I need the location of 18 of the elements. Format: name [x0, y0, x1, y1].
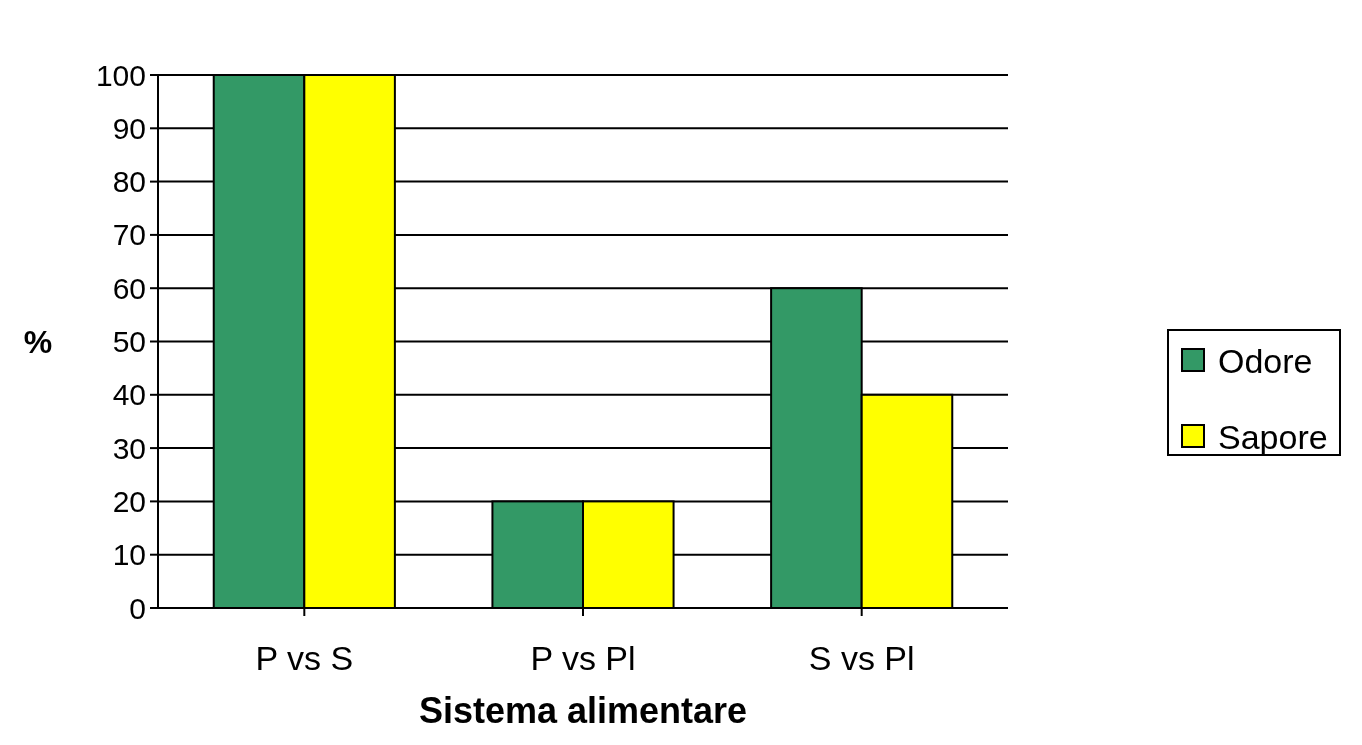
y-tick-label: 100 — [95, 58, 146, 92]
x-axis-title: Sistema alimentare — [418, 689, 748, 731]
y-tick-label: 80 — [112, 165, 146, 199]
y-tick-label: 50 — [112, 325, 146, 358]
y-tick-label: 10 — [112, 538, 146, 572]
y-tick-label: 90 — [112, 111, 146, 145]
x-tick-label: P vs S — [255, 639, 354, 677]
y-tick-label: 20 — [112, 484, 146, 518]
y-tick-label: 60 — [112, 271, 146, 305]
y-tick-label: 40 — [112, 378, 146, 412]
y-tick-label: 0 — [129, 591, 146, 625]
legend-label: Sapore — [1218, 418, 1328, 456]
y-tick-label: 70 — [112, 218, 146, 252]
legend-label: Odore — [1218, 342, 1313, 380]
x-tick-label: P vs Pl — [530, 639, 636, 677]
x-tick-label: S vs Pl — [808, 639, 915, 677]
y-tick-label: 30 — [112, 431, 146, 465]
y-axis-title: % — [23, 323, 53, 360]
